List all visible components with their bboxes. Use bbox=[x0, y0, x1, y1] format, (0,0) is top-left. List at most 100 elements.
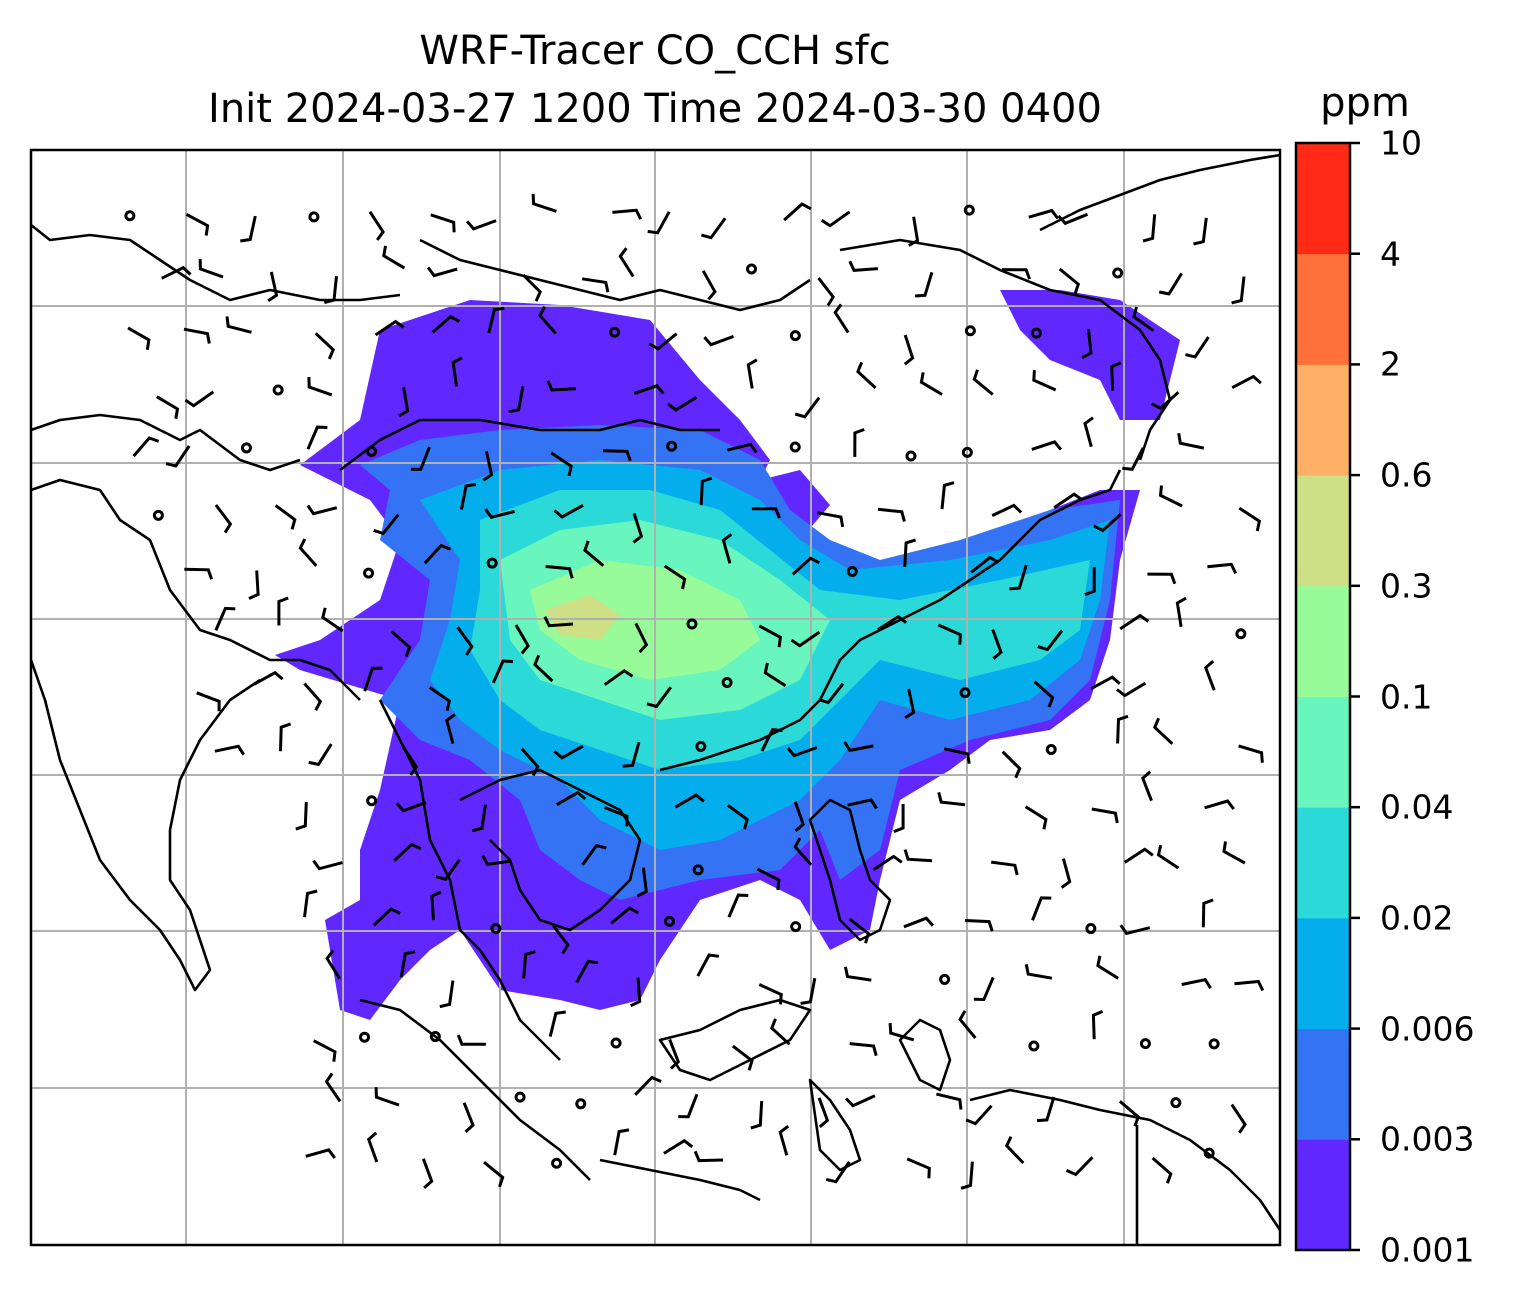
wind-barb bbox=[1115, 681, 1147, 698]
wind-barb bbox=[693, 1150, 724, 1163]
wind-barb bbox=[366, 1131, 379, 1163]
wind-barb bbox=[456, 626, 474, 656]
wind-barb bbox=[872, 854, 903, 871]
calm-wind-circle bbox=[789, 330, 801, 342]
wind-barb bbox=[471, 804, 487, 833]
wind-barb bbox=[399, 950, 416, 978]
wind-barb bbox=[1193, 217, 1208, 246]
calm-wind-circle bbox=[1139, 1038, 1151, 1050]
calm-wind-circle bbox=[963, 204, 975, 216]
wind-barb bbox=[395, 800, 427, 813]
calm-wind-circle bbox=[1085, 923, 1097, 935]
wind-barb bbox=[848, 260, 879, 272]
wind-barb bbox=[393, 842, 422, 862]
wind-barb bbox=[1036, 1096, 1056, 1123]
calm-wind-circle bbox=[1203, 1147, 1215, 1159]
wind-barb bbox=[538, 306, 557, 335]
wind-barb bbox=[1231, 374, 1262, 390]
wind-barb bbox=[277, 596, 289, 626]
wind-barb bbox=[1142, 214, 1157, 243]
wind-barb bbox=[1116, 714, 1129, 744]
calm-wind-circle bbox=[961, 446, 973, 458]
wind-barb bbox=[1024, 964, 1053, 980]
wind-barb bbox=[668, 1038, 681, 1070]
calm-wind-circle bbox=[272, 384, 284, 396]
wind-barb bbox=[618, 247, 635, 278]
wind-barb bbox=[1181, 978, 1212, 989]
wind-barb bbox=[612, 208, 643, 220]
wind-barb bbox=[648, 332, 678, 351]
wind-barb bbox=[306, 425, 328, 450]
wind-barb bbox=[439, 980, 455, 1009]
wind-barb bbox=[1037, 629, 1064, 652]
wind-barb bbox=[1002, 268, 1032, 280]
wind-barb bbox=[132, 436, 160, 458]
wind-barb bbox=[184, 390, 215, 408]
wind-barb bbox=[324, 1072, 342, 1103]
wind-barb bbox=[1119, 924, 1151, 936]
wind-barb bbox=[553, 744, 584, 760]
calm-wind-circle bbox=[514, 1091, 526, 1103]
wind-barb bbox=[325, 949, 342, 980]
wind-barb bbox=[552, 924, 570, 955]
calm-wind-circle bbox=[124, 210, 136, 222]
wind-barb bbox=[522, 950, 536, 979]
calm-wind-circle bbox=[1045, 743, 1057, 755]
wind-barb bbox=[634, 622, 649, 654]
wind-barb bbox=[183, 327, 211, 344]
wind-barb bbox=[1033, 680, 1055, 708]
calm-wind-circle bbox=[366, 795, 378, 807]
wind-barb bbox=[1207, 562, 1238, 575]
wind-barb bbox=[1156, 844, 1180, 870]
wind-barb bbox=[647, 211, 671, 235]
wind-barb bbox=[703, 334, 735, 347]
wind-barb bbox=[1150, 391, 1180, 411]
wind-barb bbox=[398, 387, 410, 418]
wind-barb bbox=[746, 358, 758, 389]
wind-barb bbox=[790, 630, 821, 648]
wind-barb bbox=[483, 1161, 505, 1188]
wind-barb bbox=[185, 212, 210, 236]
wind-barb bbox=[298, 538, 318, 567]
calm-wind-circle bbox=[790, 921, 802, 933]
calm-wind-circle bbox=[964, 325, 976, 337]
colorbar-tick-label: 0.001 bbox=[1380, 1230, 1475, 1270]
wind-barb bbox=[161, 265, 192, 280]
wind-barb bbox=[793, 837, 813, 866]
wind-barb bbox=[833, 303, 850, 334]
wind-barb bbox=[556, 790, 587, 806]
colorbar-tick-label: 0.006 bbox=[1380, 1009, 1475, 1049]
wind-barb bbox=[1058, 267, 1081, 295]
wind-barb bbox=[696, 953, 720, 977]
wind-barb bbox=[156, 395, 180, 420]
wind-barb bbox=[279, 722, 292, 752]
map-frame bbox=[29, 148, 1282, 1247]
colorbar-unit: ppm bbox=[1320, 80, 1410, 126]
wind-barb bbox=[770, 1018, 791, 1046]
wind-barb bbox=[1032, 370, 1057, 392]
wind-barb bbox=[1057, 212, 1089, 226]
wind-barb bbox=[1132, 306, 1155, 332]
wind-barb bbox=[1153, 717, 1174, 745]
wind-barb bbox=[965, 919, 994, 932]
wind-barb bbox=[198, 258, 224, 279]
wind-barb bbox=[943, 747, 971, 764]
wind-barb bbox=[482, 450, 494, 482]
wind-barb bbox=[321, 607, 344, 633]
wind-barb bbox=[240, 215, 257, 243]
calm-wind-circle bbox=[575, 1098, 587, 1110]
wind-barb bbox=[1201, 898, 1214, 928]
wind-barb bbox=[305, 1148, 336, 1159]
wind-barb bbox=[583, 540, 605, 567]
wind-barb bbox=[1083, 416, 1094, 448]
wind-barb bbox=[533, 654, 554, 683]
wind-barb bbox=[1158, 485, 1183, 508]
gridlines bbox=[31, 150, 1280, 1245]
calm-wind-circle bbox=[692, 864, 704, 876]
wind-barb bbox=[903, 916, 935, 929]
wind-barb bbox=[756, 867, 781, 891]
wind-barb bbox=[491, 659, 514, 684]
wind-barb bbox=[877, 614, 908, 631]
calm-wind-circle bbox=[610, 1037, 622, 1049]
